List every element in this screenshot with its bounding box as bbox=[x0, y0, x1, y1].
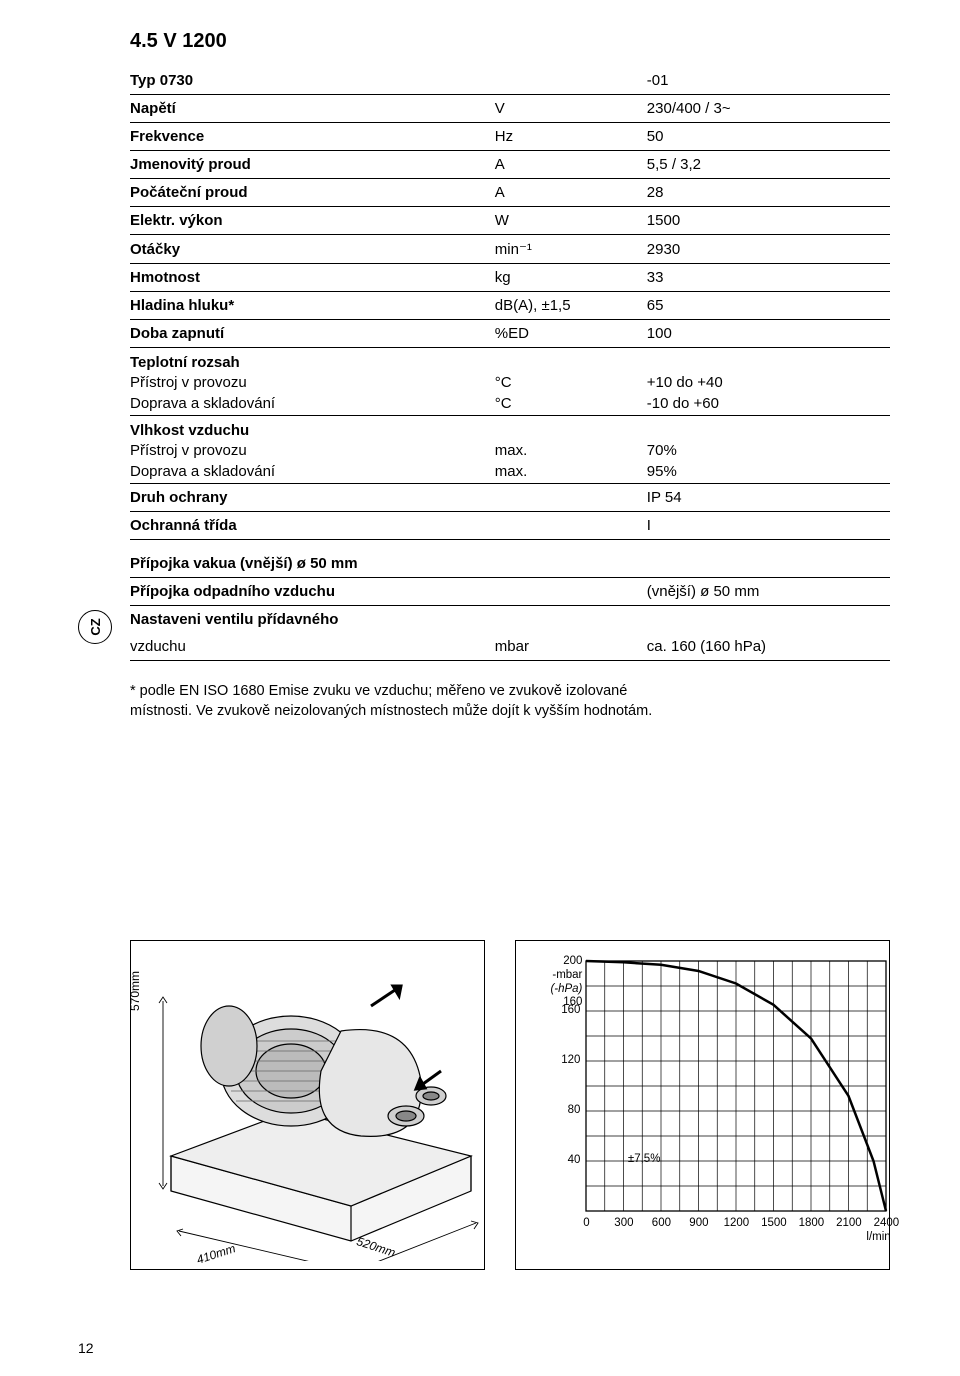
language-badge-cz: CZ bbox=[78, 610, 112, 644]
machine-svg bbox=[141, 951, 491, 1261]
machine-drawing: 570mm 410mm 520mm bbox=[130, 940, 485, 1270]
spec-table: Typ 0730-01NapětíV230/400 / 3~FrekvenceH… bbox=[130, 67, 890, 661]
diagram-row: 570mm 410mm 520mm 4080120160200-mbar(-hP… bbox=[130, 940, 890, 1290]
page-number: 12 bbox=[78, 1340, 94, 1356]
dim-height: 570mm bbox=[128, 971, 142, 1011]
footnote: * podle EN ISO 1680 Emise zvuku ve vzduc… bbox=[130, 681, 690, 722]
performance-chart: 4080120160200-mbar(-hPa)1600300600900120… bbox=[515, 940, 890, 1270]
section-title: 4.5 V 1200 bbox=[130, 30, 890, 53]
